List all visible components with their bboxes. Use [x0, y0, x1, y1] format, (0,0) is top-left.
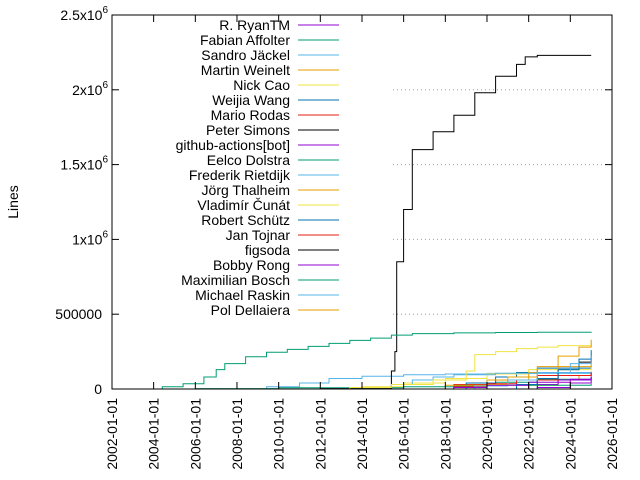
x-tick-label-5: 2012-01-01 — [312, 398, 328, 470]
legend-label-6: Mario Rodas — [211, 107, 290, 123]
legend-label-16: Bobby Rong — [213, 257, 290, 273]
x-tick-label-8: 2018-01-01 — [437, 398, 453, 470]
legend-label-5: Weijia Wang — [212, 92, 290, 108]
legend-label-11: Jörg Thalheim — [202, 182, 290, 198]
legend-label-13: Robert Schütz — [201, 212, 290, 228]
x-tick-label-4: 2010-01-01 — [271, 398, 287, 470]
legend-label-14: Jan Tojnar — [226, 227, 291, 243]
y-tick-label-1: 500000 — [55, 306, 102, 322]
series-line-5 — [487, 350, 592, 390]
x-tick-label-1: 2004-01-01 — [146, 398, 162, 470]
y-axis-title: Lines — [5, 185, 21, 218]
legend-label-17: Maximilian Bosch — [181, 272, 290, 288]
legend-label-18: Michael Raskin — [195, 287, 290, 303]
legend-label-9: Eelco Dolstra — [207, 152, 290, 168]
legend-label-10: Frederik Rietdijk — [189, 167, 291, 183]
x-tick-label-0: 2002-01-01 — [104, 398, 120, 470]
legend-label-2: Sandro Jäckel — [201, 47, 290, 63]
y-tick-label-0: 0 — [94, 381, 102, 397]
x-tick-label-7: 2016-01-01 — [396, 398, 412, 470]
x-axis: 2002-01-01 2004-01-01 2006-01-01 2008-01-01… — [104, 15, 620, 470]
x-tick-label-3: 2008-01-01 — [229, 398, 245, 470]
legend-label-15: figsoda — [245, 242, 290, 258]
legend-label-8: github-actions[bot] — [176, 137, 290, 153]
y-tick-label-3: 1.5x106 — [60, 155, 108, 173]
x-tick-label-10: 2022-01-01 — [521, 398, 537, 470]
legend-label-12: Vladimír Čunát — [197, 197, 290, 213]
legend-label-1: Fabian Affolter — [200, 32, 290, 48]
grid-lines — [393, 89, 612, 315]
x-tick-label-2: 2006-01-01 — [187, 398, 203, 470]
legend-label-0: R. RyanTM — [219, 17, 290, 33]
series-line-4 — [329, 342, 592, 390]
legend-label-4: Nick Cao — [233, 77, 290, 93]
y-tick-label-4: 2x106 — [72, 80, 108, 98]
y-tick-label-2: 1x106 — [72, 229, 108, 247]
legend-label-7: Peter Simons — [206, 122, 290, 138]
legend-label-19: Pol Dellaiera — [211, 302, 291, 318]
y-tick-label-5: 2.5x106 — [60, 5, 108, 23]
x-tick-label-9: 2020-01-01 — [479, 398, 495, 470]
series-line-1 — [141, 331, 592, 390]
x-tick-label-6: 2014-01-01 — [354, 398, 370, 470]
series-line-19 — [495, 372, 592, 390]
y-axis: 0 500000 1x106 1.5x106 2x106 2.5x106 — [55, 5, 612, 397]
series-line-7 — [237, 54, 592, 390]
x-tick-label-12: 2026-01-01 — [604, 398, 620, 470]
x-tick-label-11: 2024-01-01 — [562, 398, 578, 470]
legend-label-3: Martin Weinelt — [201, 62, 290, 78]
